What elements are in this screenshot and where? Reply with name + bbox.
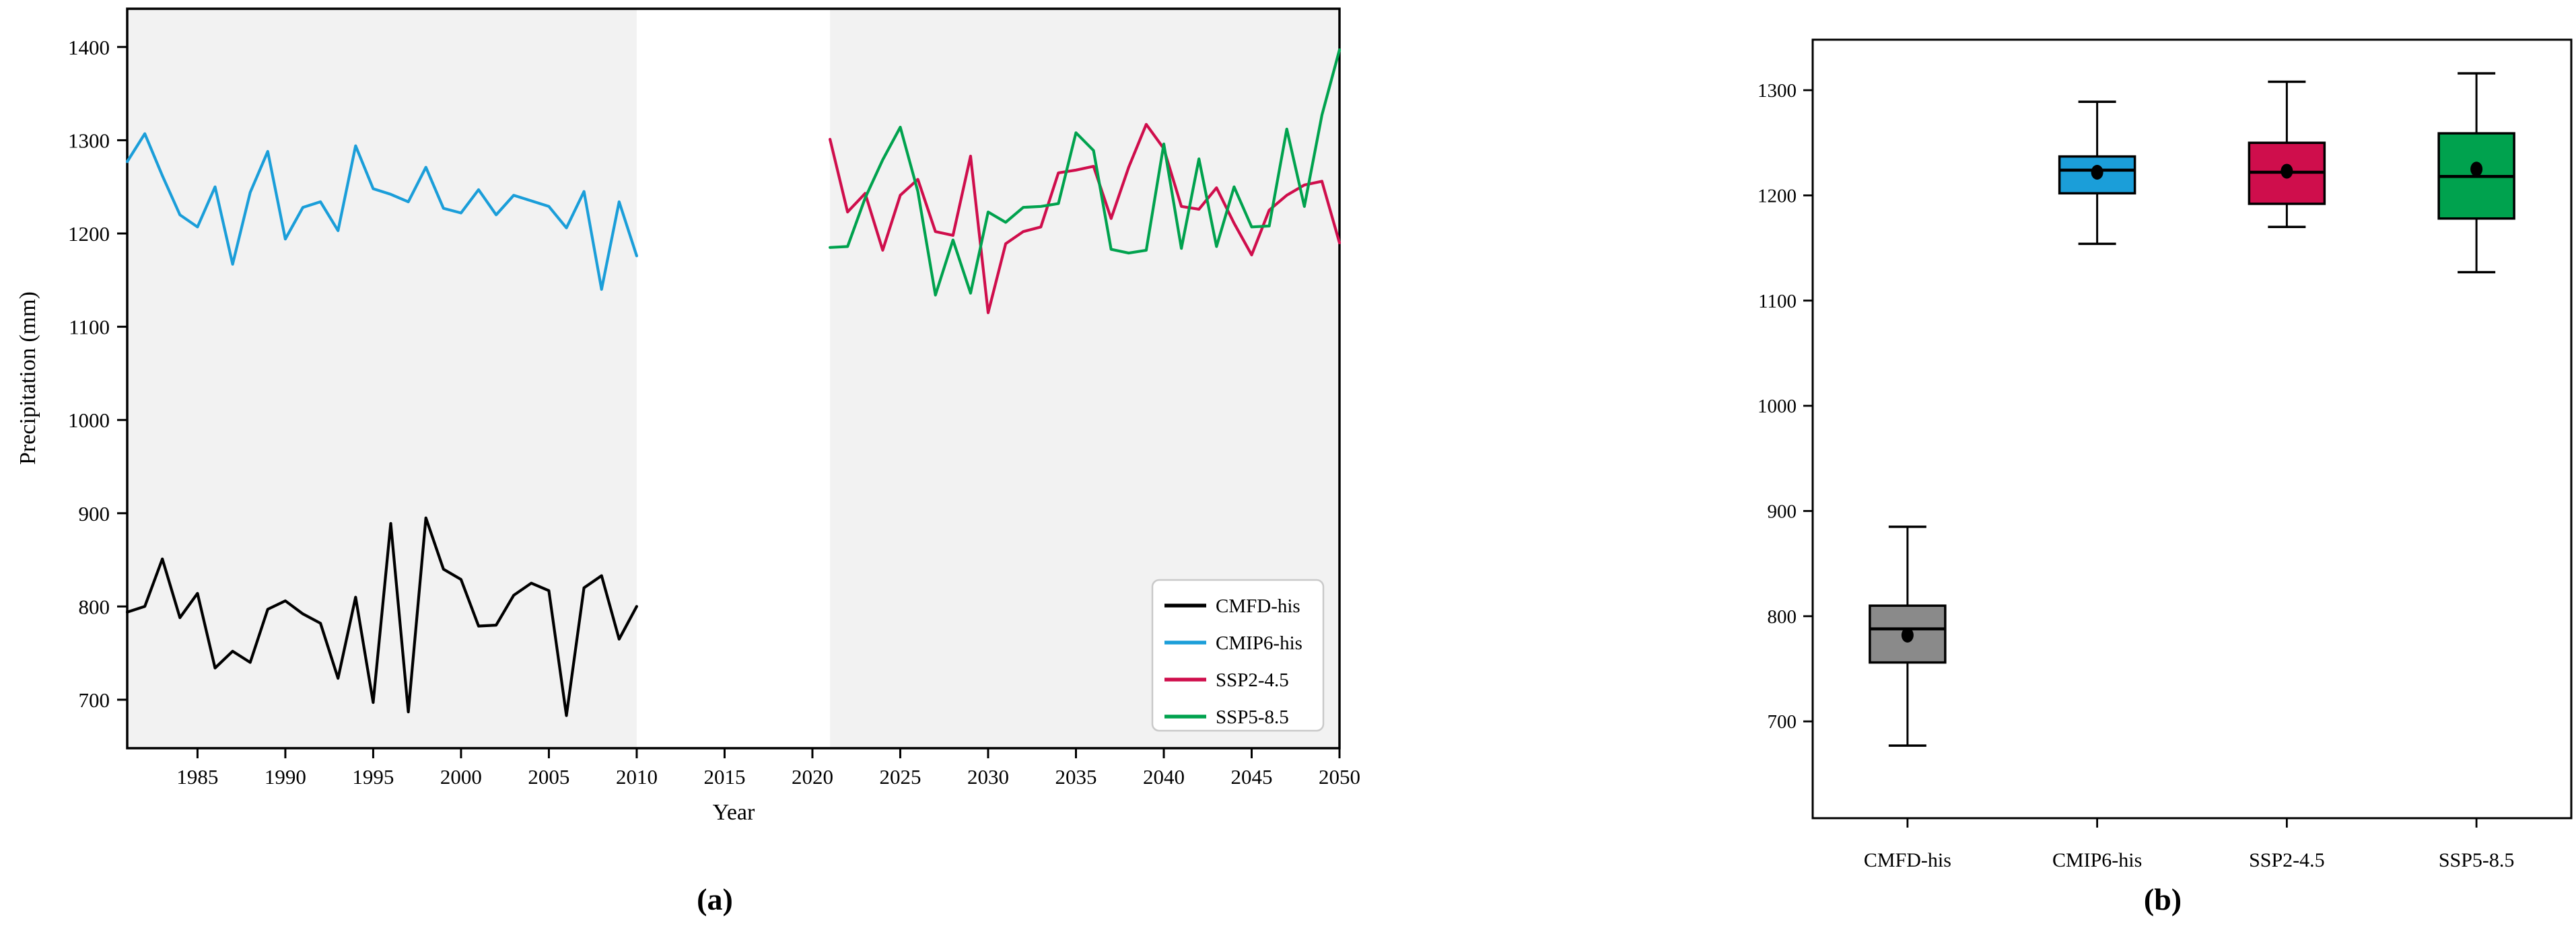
legend-label-CMFD-his: CMFD-his — [1216, 595, 1300, 617]
y-tick-label: 1100 — [1758, 291, 1797, 312]
y-tick-label: 1300 — [68, 129, 110, 152]
y-tick-label: 1300 — [1757, 80, 1797, 102]
x-tick-label: 2040 — [1143, 765, 1185, 789]
mean-marker — [2470, 161, 2483, 177]
shaded-band — [127, 9, 637, 748]
panel-a-legend: CMFD-his CMIP6-his SSP2-4.5 SSP5-8.5 — [1151, 579, 1325, 732]
y-tick-label: 900 — [79, 502, 110, 525]
category-label: CMIP6-his — [2052, 849, 2142, 871]
y-tick-label: 1200 — [1757, 185, 1797, 207]
y-tick-label: 700 — [1768, 711, 1797, 733]
x-tick-label: 1990 — [265, 765, 306, 789]
plot-border — [1811, 38, 2573, 820]
box-CMIP6-his — [2058, 100, 2136, 246]
panel-b-axes: 700 800 900 1000 1100 1200 1300 CMFD-his CMIP6-h… — [1757, 38, 2573, 871]
x-tick-label: 1985 — [176, 765, 218, 789]
x-tick-label: 2020 — [792, 765, 833, 789]
legend-label-CMIP6-his: CMIP6-his — [1216, 632, 1302, 654]
x-tick-label: 2045 — [1230, 765, 1272, 789]
y-tick-label: 1000 — [1757, 396, 1797, 417]
panel-a-line-chart: 700 800 900 1000 1100 1200 1300 1400 1985 1990 199… — [15, 7, 1360, 916]
legend-label-SSP2-4.5: SSP2-4.5 — [1216, 669, 1289, 691]
legend-box — [1151, 579, 1325, 732]
panel-b-letter: (b) — [2144, 882, 2182, 916]
y-tick-label: 1200 — [68, 222, 110, 246]
y-tick-label: 1400 — [68, 36, 110, 59]
panel-a-axes: 700 800 900 1000 1100 1200 1300 1400 1985 1990 199… — [68, 7, 1360, 789]
panel-b-box-plot: 700 800 900 1000 1100 1200 1300 CMFD-his CMIP6-h… — [1757, 38, 2573, 916]
y-tick-label: 1100 — [69, 316, 110, 339]
y-tick-label: 700 — [79, 688, 110, 712]
x-tick-label: 2050 — [1319, 765, 1360, 789]
x-tick-label: 2030 — [967, 765, 1009, 789]
iqr-box — [1869, 604, 1947, 664]
mean-marker — [2091, 165, 2103, 180]
series-line-CMIP6-his — [125, 132, 639, 291]
y-axis-label: Precipitation (mm) — [15, 291, 40, 465]
mean-marker — [2281, 164, 2293, 179]
legend-label-SSP5-8.5: SSP5-8.5 — [1216, 706, 1289, 728]
series-line-CMFD-his — [125, 516, 639, 717]
panel-a-bands — [127, 9, 1339, 748]
panel-b-boxes — [1869, 72, 2515, 747]
mean-marker — [1901, 627, 1914, 643]
category-label: SSP5-8.5 — [2439, 849, 2515, 871]
x-tick-label: 1995 — [352, 765, 394, 789]
category-label: CMFD-his — [1864, 849, 1951, 871]
x-tick-label: 2035 — [1055, 765, 1096, 789]
panel-a-series — [125, 48, 1342, 717]
plot-border — [126, 7, 1341, 750]
x-tick-label: 2025 — [879, 765, 921, 789]
x-tick-label: 2015 — [703, 765, 745, 789]
category-label: SSP2-4.5 — [2249, 849, 2325, 871]
y-tick-label: 900 — [1768, 501, 1797, 522]
x-tick-label: 2010 — [616, 765, 658, 789]
x-axis-label: Year — [713, 800, 755, 825]
x-tick-label: 2005 — [528, 765, 569, 789]
y-tick-label: 1000 — [68, 408, 110, 432]
panel-a-letter: (a) — [697, 882, 733, 916]
x-tick-label: 2000 — [440, 765, 482, 789]
y-tick-label: 800 — [1768, 606, 1797, 628]
series-line-SSP5-8.5 — [828, 48, 1342, 297]
iqr-box — [2058, 155, 2136, 195]
y-tick-label: 800 — [79, 595, 110, 618]
box-SSP2-4.5 — [2248, 80, 2326, 229]
box-CMFD-his — [1869, 525, 1947, 747]
box-SSP5-8.5 — [2437, 72, 2515, 274]
